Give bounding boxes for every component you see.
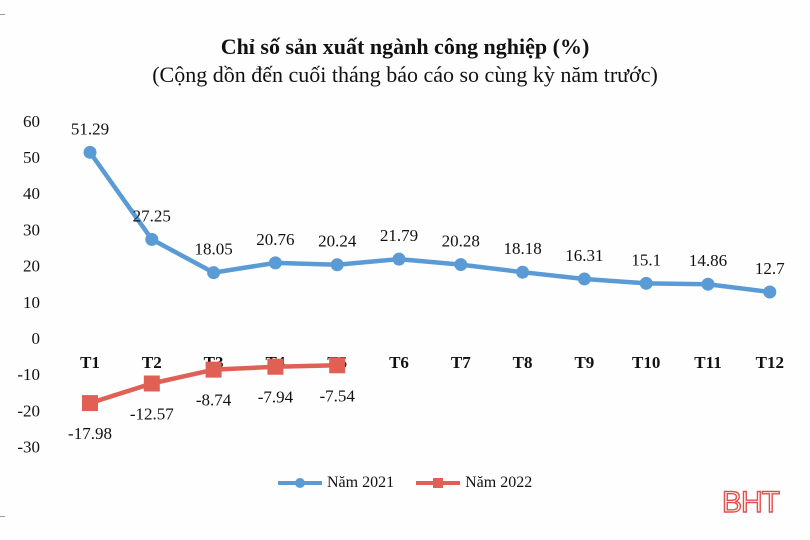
y-tick-label: 20 — [23, 257, 40, 276]
data-point-square-icon — [267, 358, 284, 375]
data-label: -8.74 — [196, 391, 232, 410]
x-category-label: T12 — [756, 353, 784, 372]
x-category-label: T7 — [451, 353, 471, 372]
data-label: 14.86 — [689, 251, 727, 270]
y-tick-label: 50 — [23, 148, 40, 167]
data-point-circle-icon — [577, 272, 591, 286]
legend-label-2022: Năm 2022 — [465, 474, 533, 491]
data-label: 12.7 — [755, 259, 785, 278]
data-label: 20.24 — [318, 232, 357, 251]
data-point-circle-icon — [516, 265, 530, 279]
x-category-label: T6 — [389, 353, 409, 372]
data-point-circle-icon — [454, 258, 468, 272]
data-label: 20.76 — [256, 230, 294, 249]
legend-label-2021: Năm 2021 — [327, 474, 395, 491]
data-label: 51.29 — [71, 119, 109, 138]
chart-legend: Năm 2021 Năm 2022 — [276, 474, 552, 492]
data-label: 18.18 — [503, 239, 541, 258]
data-label: 18.05 — [194, 240, 232, 259]
y-tick-label: -10 — [17, 365, 40, 384]
data-label: 27.25 — [133, 206, 171, 225]
x-category-label: T1 — [80, 353, 100, 372]
data-point-circle-icon — [701, 277, 715, 291]
data-label: 21.79 — [380, 226, 418, 245]
y-tick-label: -30 — [17, 438, 40, 457]
y-tick-label: -20 — [17, 401, 40, 420]
series-line-0 — [88, 151, 771, 295]
y-tick-label: 30 — [23, 220, 40, 239]
data-point-circle-icon — [392, 252, 406, 266]
x-category-label: T9 — [574, 353, 594, 372]
edge-mark — [0, 14, 5, 15]
data-label: -7.94 — [258, 388, 294, 407]
x-category-label: T10 — [632, 353, 660, 372]
legend-marker-square-icon — [416, 478, 461, 488]
data-point-square-icon — [143, 375, 160, 392]
data-label: 16.31 — [565, 246, 603, 265]
y-tick-label: 10 — [23, 293, 40, 312]
bht-watermark-logo: BHT — [721, 485, 780, 519]
y-tick-label: 40 — [23, 184, 40, 203]
x-category-label: T11 — [694, 353, 721, 372]
data-point-square-icon — [205, 361, 222, 378]
data-label: -12.57 — [130, 405, 174, 424]
data-label: 20.28 — [442, 232, 480, 251]
x-category-label: T8 — [513, 353, 533, 372]
data-point-circle-icon — [330, 258, 344, 272]
data-point-circle-icon — [83, 145, 97, 159]
data-point-square-icon — [329, 357, 346, 374]
data-point-circle-icon — [145, 232, 159, 246]
edge-mark — [0, 516, 5, 517]
legend-item-2022: Năm 2022 — [414, 474, 532, 492]
data-point-circle-icon — [639, 276, 653, 290]
data-point-square-icon — [82, 395, 98, 412]
data-label: -17.98 — [68, 424, 112, 443]
data-point-circle-icon — [763, 285, 777, 299]
data-point-circle-icon — [207, 266, 221, 280]
y-tick-label: 60 — [23, 112, 40, 131]
legend-marker-circle-icon — [278, 478, 322, 488]
data-point-circle-icon — [268, 256, 282, 270]
data-label: -7.54 — [319, 386, 355, 405]
legend-item-2021: Năm 2021 — [276, 474, 394, 492]
x-category-label: T2 — [142, 353, 162, 372]
chart-title: Chỉ số sản xuất ngành công nghiệp (%) — [220, 34, 590, 59]
y-tick-label: 0 — [32, 329, 41, 348]
data-label: 15.1 — [631, 250, 661, 269]
chart-subtitle: (Cộng dồn đến cuối tháng báo cáo so cùng… — [152, 62, 658, 87]
